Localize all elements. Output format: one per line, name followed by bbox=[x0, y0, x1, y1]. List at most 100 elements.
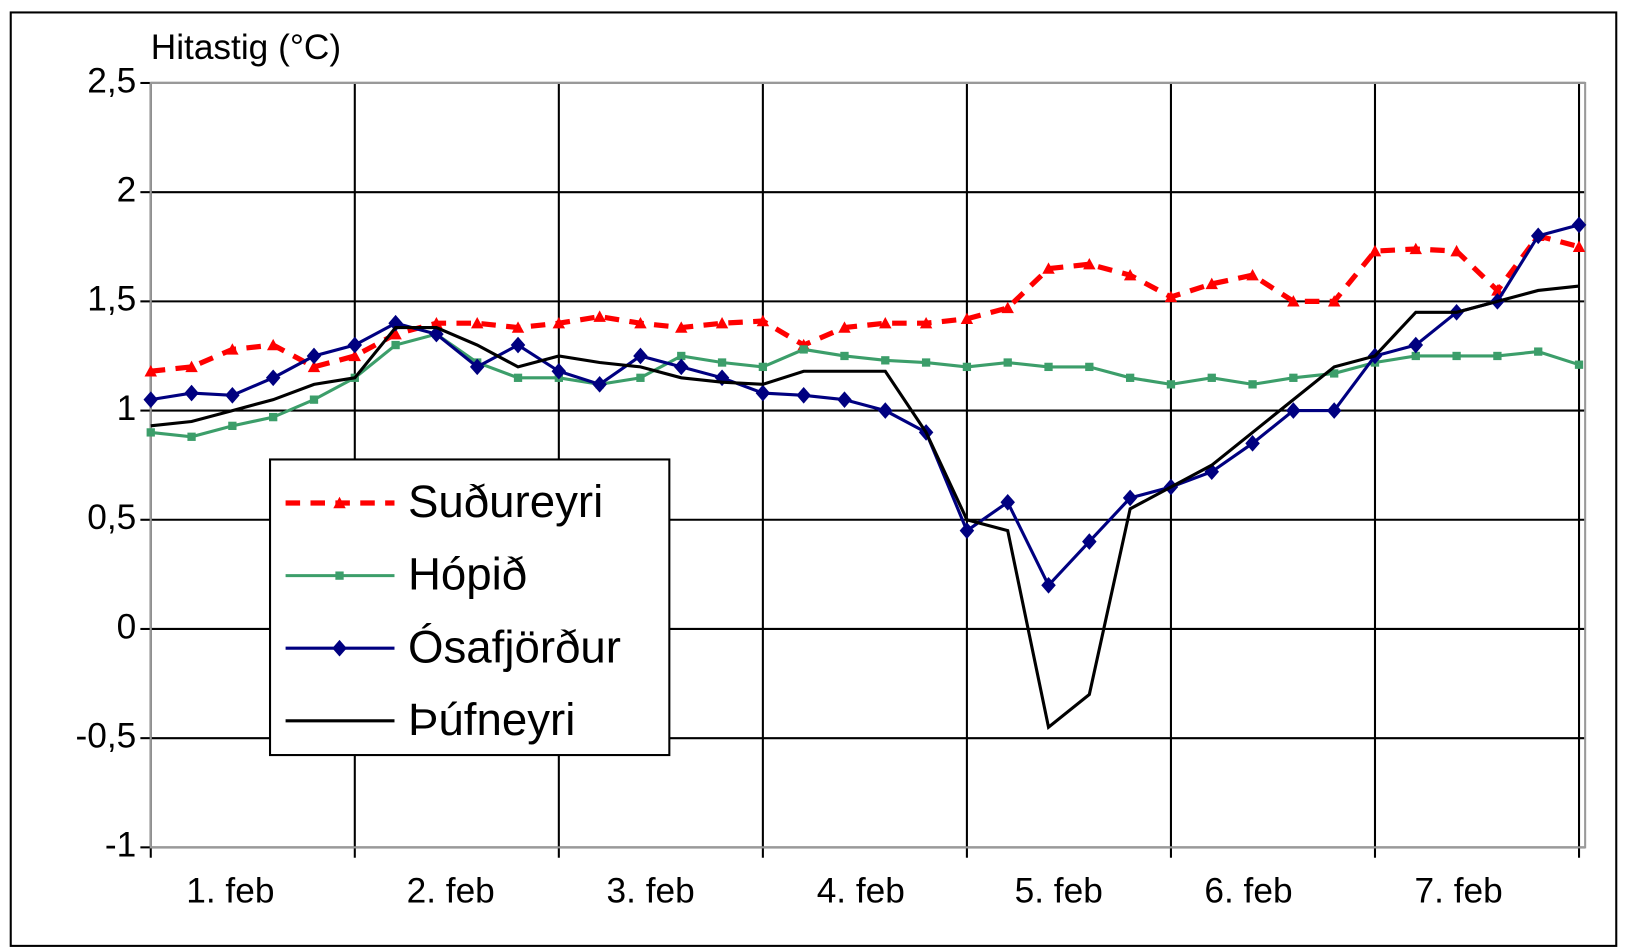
marker bbox=[335, 571, 344, 580]
marker bbox=[592, 376, 607, 393]
marker bbox=[469, 358, 485, 376]
legend-label: Suðureyri bbox=[408, 476, 603, 527]
marker bbox=[309, 395, 319, 404]
marker bbox=[717, 358, 727, 367]
marker bbox=[1491, 284, 1504, 296]
marker bbox=[840, 351, 849, 361]
y-axis-label: Hitastig (°C) bbox=[151, 28, 341, 67]
marker bbox=[1534, 347, 1543, 356]
marker bbox=[758, 362, 768, 372]
marker bbox=[673, 358, 689, 376]
marker bbox=[1368, 244, 1382, 257]
legend-box bbox=[268, 458, 671, 757]
marker bbox=[551, 362, 567, 380]
marker bbox=[675, 321, 688, 333]
marker bbox=[1003, 358, 1012, 367]
x-tick-label: 7. feb bbox=[1415, 871, 1503, 910]
series-line bbox=[150, 332, 1580, 439]
marker bbox=[470, 316, 484, 329]
marker bbox=[265, 369, 281, 387]
marker bbox=[593, 310, 606, 322]
marker bbox=[332, 639, 347, 657]
plot bbox=[143, 216, 1587, 731]
marker bbox=[837, 391, 852, 408]
marker bbox=[1122, 489, 1138, 507]
marker bbox=[146, 428, 155, 437]
marker bbox=[919, 316, 933, 329]
marker bbox=[1166, 380, 1176, 389]
marker bbox=[755, 384, 771, 402]
marker bbox=[1085, 362, 1094, 372]
x-tick-label: 5. feb bbox=[1015, 871, 1103, 910]
marker bbox=[1452, 351, 1461, 361]
series-line bbox=[150, 284, 1580, 731]
marker bbox=[1042, 262, 1055, 274]
y-tick-label: 1,5 bbox=[87, 280, 136, 319]
plot-frame bbox=[149, 81, 1587, 849]
marker bbox=[1000, 493, 1015, 511]
marker bbox=[1571, 216, 1587, 234]
marker bbox=[756, 314, 770, 327]
marker bbox=[796, 386, 811, 404]
marker bbox=[634, 316, 647, 329]
marker bbox=[921, 358, 931, 367]
marker bbox=[1123, 268, 1137, 281]
marker bbox=[391, 340, 400, 350]
marker bbox=[715, 316, 729, 329]
x-tick-label: 2. feb bbox=[407, 871, 495, 910]
marker bbox=[799, 345, 808, 354]
legend-label: Ósafjörður bbox=[408, 621, 621, 672]
marker bbox=[1245, 435, 1260, 452]
marker bbox=[144, 365, 157, 377]
marker bbox=[636, 373, 645, 382]
marker bbox=[307, 360, 321, 373]
marker bbox=[1041, 576, 1056, 594]
marker bbox=[226, 343, 239, 355]
marker bbox=[552, 316, 566, 329]
marker bbox=[677, 351, 686, 361]
marker bbox=[184, 384, 199, 402]
marker bbox=[1287, 295, 1300, 307]
marker bbox=[1574, 360, 1584, 369]
y-tick-label: 2 bbox=[117, 170, 137, 209]
marker bbox=[1207, 373, 1216, 382]
y-tick-label: -1 bbox=[105, 826, 136, 865]
marker bbox=[348, 349, 362, 362]
marker bbox=[838, 321, 851, 333]
marker bbox=[1083, 258, 1096, 270]
x-tick-label: 6. feb bbox=[1204, 871, 1292, 910]
series-line bbox=[150, 223, 1580, 588]
marker bbox=[225, 386, 240, 404]
marker bbox=[878, 402, 893, 419]
marker bbox=[1409, 242, 1423, 255]
marker bbox=[1493, 351, 1502, 361]
marker bbox=[1164, 290, 1178, 303]
marker bbox=[185, 360, 198, 373]
marker bbox=[1326, 402, 1342, 419]
marker bbox=[389, 327, 402, 340]
marker bbox=[962, 362, 972, 372]
marker bbox=[1125, 373, 1135, 382]
marker bbox=[959, 522, 975, 539]
x-tick-label: 4. feb bbox=[817, 871, 905, 910]
marker bbox=[1286, 402, 1301, 419]
marker bbox=[347, 336, 363, 354]
marker bbox=[269, 412, 278, 422]
marker bbox=[511, 321, 525, 333]
marker bbox=[960, 312, 974, 325]
y-tick-label: 1 bbox=[117, 389, 137, 428]
marker bbox=[1327, 295, 1341, 307]
y-tick-label: 0,5 bbox=[87, 498, 136, 537]
legend-label: Þúfneyri bbox=[408, 694, 575, 745]
marker bbox=[1248, 380, 1257, 389]
x-tick-label: 1. feb bbox=[186, 871, 274, 910]
marker bbox=[1450, 244, 1463, 257]
marker bbox=[1044, 362, 1053, 372]
marker bbox=[1001, 301, 1014, 314]
marker bbox=[1246, 268, 1259, 281]
marker bbox=[187, 432, 196, 441]
marker bbox=[266, 338, 280, 351]
marker bbox=[1411, 351, 1420, 361]
marker bbox=[1330, 369, 1339, 378]
